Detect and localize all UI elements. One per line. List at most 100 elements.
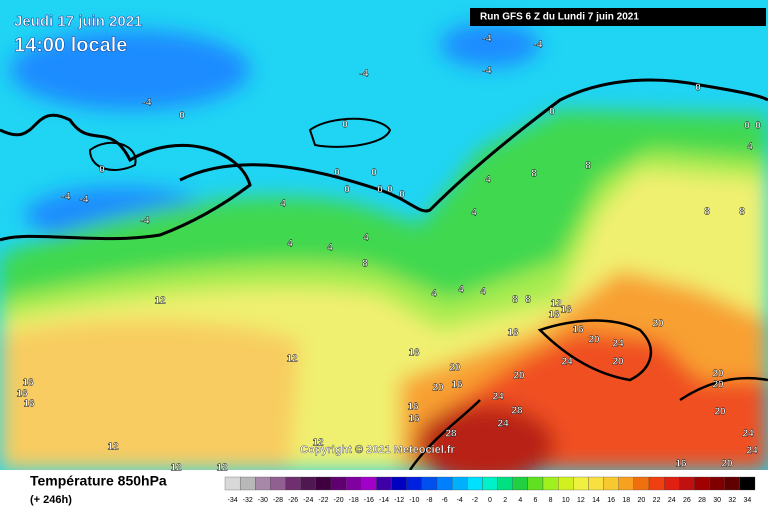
scale-label: 0 xyxy=(488,497,492,504)
contour-label: 0 xyxy=(755,121,761,132)
scale-label: -12 xyxy=(394,497,404,504)
contour-label: 12 xyxy=(154,296,166,307)
contour-label: 8 xyxy=(585,161,591,172)
contour-label: 4 xyxy=(287,239,293,250)
contour-label: 24 xyxy=(746,446,758,457)
scale-swatch xyxy=(345,476,362,491)
contour-label: -4 xyxy=(360,69,369,80)
footer-title: Température 850hPa xyxy=(30,473,167,489)
contour-label: 24 xyxy=(742,429,754,440)
scale-label: -28 xyxy=(273,497,283,504)
contour-label: 24 xyxy=(561,357,573,368)
scale-label: 22 xyxy=(653,497,661,504)
contour-label: 4 xyxy=(480,287,486,298)
scale-label: -34 xyxy=(228,497,238,504)
scale-swatch xyxy=(239,476,256,491)
scale-label: -30 xyxy=(258,497,268,504)
scale-swatch xyxy=(315,476,332,491)
contour-label: 16 xyxy=(16,389,28,400)
contour-label: 4 xyxy=(363,233,369,244)
scale-swatch xyxy=(542,476,559,491)
scale-label: -18 xyxy=(349,497,359,504)
contour-label: -4 xyxy=(483,34,492,45)
contour-label: 0 xyxy=(179,111,185,122)
contour-label: 12 xyxy=(170,463,182,474)
contour-label: 8 xyxy=(512,295,518,306)
contour-label: 20 xyxy=(432,383,444,394)
scale-swatch xyxy=(421,476,438,491)
contour-label: 12 xyxy=(550,299,562,310)
contour-label: 8 xyxy=(531,169,537,180)
contour-label: 8 xyxy=(525,295,531,306)
scale-swatch xyxy=(255,476,271,491)
scale-swatch xyxy=(603,476,619,491)
contour-label: 4 xyxy=(747,142,753,153)
scale-label: 12 xyxy=(577,497,585,504)
contour-label: 4 xyxy=(327,243,333,254)
contour-label: 4 xyxy=(471,208,477,219)
contour-label: 0 xyxy=(371,168,377,179)
scale-swatch xyxy=(376,476,392,491)
scale-label: -26 xyxy=(288,497,298,504)
scale-label: 24 xyxy=(668,497,676,504)
contour-label: 0 xyxy=(549,107,555,118)
run-label: Run GFS 6 Z du Lundi 7 juin 2021 xyxy=(480,12,639,23)
scale-swatch xyxy=(482,476,498,491)
contour-label: 16 xyxy=(675,459,687,470)
contour-label: -4 xyxy=(141,216,150,227)
scale-swatch xyxy=(436,476,453,491)
scale-label: -4 xyxy=(457,497,463,504)
scale-swatch xyxy=(679,476,695,491)
contour-label: 20 xyxy=(712,369,724,380)
scale-swatch xyxy=(618,476,635,491)
contour-label: 12 xyxy=(107,442,119,453)
scale-swatch xyxy=(330,476,347,491)
footer-subtitle: (+ 246h) xyxy=(30,494,72,506)
contour-label: -4 xyxy=(80,195,89,206)
scale-label: -24 xyxy=(303,497,313,504)
contour-label: 20 xyxy=(588,335,600,346)
contour-label: 0 xyxy=(334,168,340,179)
contour-label: -4 xyxy=(143,98,152,109)
contour-label: 24 xyxy=(497,419,509,430)
contour-label: 12 xyxy=(286,354,298,365)
contour-label: 12 xyxy=(216,463,228,474)
scale-swatch xyxy=(512,476,529,491)
contour-label: 20 xyxy=(652,319,664,330)
contour-label: 16 xyxy=(507,328,519,339)
scale-label: 34 xyxy=(744,497,752,504)
scale-swatch xyxy=(467,476,483,491)
scale-swatch xyxy=(224,476,241,491)
scale-label: -16 xyxy=(364,497,374,504)
contour-label: 8 xyxy=(362,259,368,270)
contour-label: 20 xyxy=(714,407,726,418)
contour-label: 16 xyxy=(560,305,572,316)
contour-label: 0 xyxy=(387,185,393,196)
scale-swatch xyxy=(709,476,725,491)
contour-label: 0 xyxy=(99,165,105,176)
scale-label: -10 xyxy=(409,497,419,504)
time-label: 14:00 locale xyxy=(14,34,127,56)
contour-label: 0 xyxy=(695,83,701,94)
scale-label: 30 xyxy=(713,497,721,504)
scale-swatch xyxy=(573,476,589,491)
scale-label: -6 xyxy=(441,497,447,504)
contour-label: 28 xyxy=(511,406,523,417)
scale-label: -14 xyxy=(379,497,389,504)
contour-label: 16 xyxy=(23,399,35,410)
scale-label: 26 xyxy=(683,497,691,504)
contour-label: 16 xyxy=(408,348,420,359)
contour-label: 4 xyxy=(431,289,437,300)
contour-label: -4 xyxy=(62,192,71,203)
scale-swatch xyxy=(724,476,741,491)
scale-swatch xyxy=(391,476,407,491)
scale-swatch xyxy=(648,476,665,491)
contour-label: 0 xyxy=(377,185,383,196)
scale-swatch xyxy=(361,476,377,491)
scale-swatch xyxy=(406,476,423,491)
contour-label: 0 xyxy=(744,121,750,132)
scale-swatch xyxy=(527,476,544,491)
contour-label: 12 xyxy=(312,438,324,449)
